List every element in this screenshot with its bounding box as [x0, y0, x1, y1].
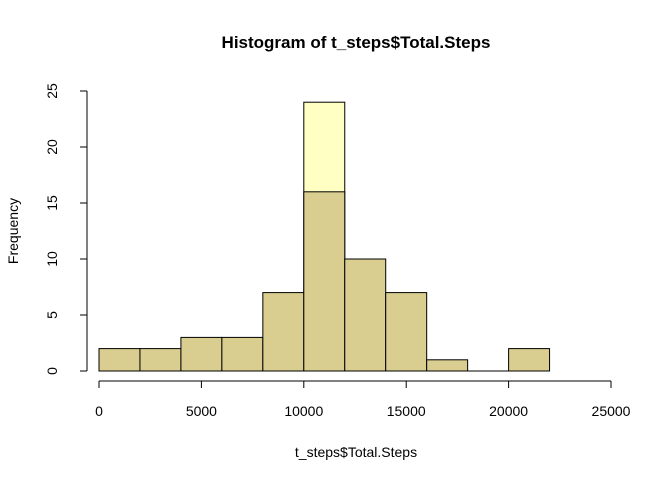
y-axis: 0 5 10 15 20 25 — [44, 83, 88, 375]
y-axis-label: Frequency — [5, 198, 21, 264]
histogram-bar-series1-bin10 — [508, 348, 551, 372]
x-tick-label-3: 15000 — [387, 403, 426, 419]
histogram-bar-series1-bin5 — [303, 191, 346, 372]
histogram-bar-series1-bin4 — [262, 292, 305, 372]
x-axis: 0 5000 10000 15000 20000 25000 — [95, 380, 631, 419]
y-tick-label-4: 20 — [44, 139, 60, 155]
y-tick-label-1: 5 — [44, 311, 60, 319]
histogram-bar-series1-bin3 — [221, 336, 264, 372]
y-tick-label-3: 15 — [44, 195, 60, 211]
histogram-bar-series1-bin6 — [344, 258, 387, 372]
y-tick-label-0: 0 — [44, 367, 60, 375]
x-tick-label-5: 25000 — [592, 403, 631, 419]
x-axis-label: t_steps$Total.Steps — [295, 444, 417, 460]
y-tick-label-5: 25 — [44, 83, 60, 99]
x-tick-label-1: 5000 — [186, 403, 217, 419]
y-tick-label-2: 10 — [44, 251, 60, 267]
histogram-bar-series1-bin7 — [385, 292, 428, 372]
histogram-bar-series1-bin2 — [180, 336, 223, 372]
chart-title: Histogram of t_steps$Total.Steps — [222, 33, 491, 52]
histogram-bar-series1-bin0 — [98, 348, 141, 372]
histogram-bar-series1-bin1 — [139, 348, 182, 372]
x-tick-label-4: 20000 — [489, 403, 528, 419]
bars-group — [98, 101, 551, 372]
histogram-bar-series1-bin8 — [426, 359, 469, 372]
x-tick-label-0: 0 — [95, 403, 103, 419]
x-tick-label-2: 10000 — [284, 403, 323, 419]
